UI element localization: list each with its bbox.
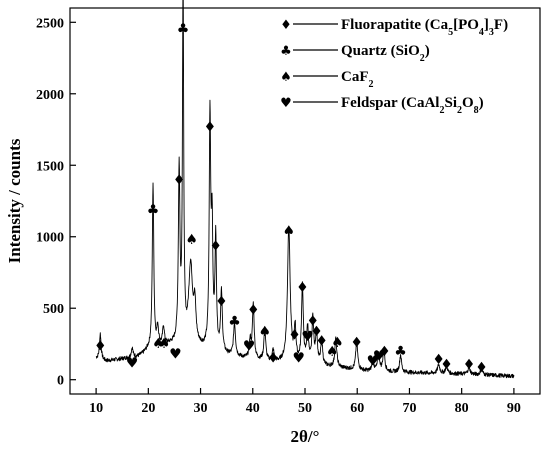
diamond-marker: ♦ — [475, 360, 488, 376]
spade-marker: ♠ — [326, 344, 339, 360]
diamond-marker: ♦ — [173, 173, 186, 189]
x-axis: 10 20 30 40 50 60 70 80 90 — [89, 388, 521, 416]
diamond-marker: ♦ — [94, 338, 107, 354]
y-tick-label: 2000 — [36, 88, 64, 103]
y-tick-label: 500 — [43, 302, 64, 317]
y-tick-label: 2500 — [36, 16, 64, 31]
diamond-marker: ♦ — [288, 328, 301, 344]
heart-marker: ♥ — [373, 348, 386, 364]
x-tick-label: 30 — [194, 401, 208, 416]
legend-label: Fluorapatite (Ca5[PO4]3F) — [341, 17, 508, 38]
diamond-marker: ♦ — [204, 120, 217, 136]
legend-item-heart: ♥ Feldspar (CaAl2Si2O8) — [280, 95, 484, 116]
legend-label: Feldspar (CaAl2Si2O8) — [341, 95, 484, 116]
club-icon: ♣ — [280, 44, 292, 59]
diffraction-curve — [95, 0, 515, 379]
diamond-marker: ♦ — [209, 238, 222, 254]
x-tick-label: 10 — [89, 401, 103, 416]
y-axis-label: Intensity / counts — [5, 138, 24, 263]
heart-marker: ♥ — [169, 346, 182, 362]
legend-item-diamond: ♦ Fluorapatite (Ca5[PO4]3F) — [280, 17, 508, 38]
heart-marker: ♥ — [243, 338, 256, 354]
diamond-marker: ♦ — [310, 324, 323, 340]
diamond-marker: ♦ — [378, 344, 391, 360]
spade-icon: ♠ — [280, 70, 292, 85]
club-marker: ♣ — [228, 314, 241, 330]
diamond-icon: ♦ — [280, 18, 292, 33]
y-tick-label: 1500 — [36, 159, 64, 174]
y-tick-label: 1000 — [36, 231, 64, 246]
diamond-marker: ♦ — [267, 351, 280, 367]
x-tick-label: 70 — [402, 401, 416, 416]
spade-marker: ♠ — [152, 336, 165, 352]
x-tick-label: 40 — [246, 401, 260, 416]
diamond-marker: ♦ — [440, 357, 453, 373]
heart-marker: ♥ — [301, 329, 314, 345]
legend-label: Quartz (SiO2) — [341, 43, 430, 64]
x-axis-label: 2θ/° — [291, 427, 320, 446]
heart-marker: ♥ — [292, 351, 305, 367]
x-tick-label: 60 — [350, 401, 364, 416]
diamond-marker: ♦ — [247, 303, 260, 319]
x-tick-label: 80 — [455, 401, 469, 416]
spade-marker: ♠ — [259, 324, 272, 340]
legend-item-spade: ♠ CaF2 — [280, 69, 373, 90]
diamond-marker: ♦ — [350, 335, 363, 351]
diamond-marker: ♦ — [215, 294, 228, 310]
diamond-marker: ♦ — [463, 357, 476, 373]
heart-marker: ♥ — [126, 356, 139, 372]
x-tick-label: 50 — [298, 401, 312, 416]
diamond-marker: ♦ — [296, 280, 309, 296]
x-tick-label: 90 — [507, 401, 521, 416]
club-marker: ♣ — [177, 22, 190, 38]
club-marker: ♣ — [394, 344, 407, 360]
club-marker: ♣ — [147, 203, 160, 219]
y-axis: 0 500 1000 1500 2000 2500 — [36, 16, 76, 389]
spade-marker: ♠ — [331, 335, 344, 351]
spade-marker: ♠ — [283, 223, 296, 239]
legend-item-club: ♣ Quartz (SiO2) — [280, 43, 430, 64]
x-tick-label: 20 — [141, 401, 155, 416]
heart-icon: ♥ — [280, 96, 292, 111]
diamond-marker: ♦ — [432, 352, 445, 368]
diamond-marker: ♦ — [307, 313, 320, 329]
spade-marker: ♠ — [185, 232, 198, 248]
legend: ♦ Fluorapatite (Ca5[PO4]3F) ♣ Quartz (SiO2)… — [280, 17, 508, 116]
diamond-marker: ♦ — [315, 333, 328, 349]
peak-markers: ♦♥♣♠♠♥♦♣♠♦♦♦♣♥♦♠♦♠♦♥♦♥♦♦♦♠♠ ♦♥♥♦ ♣ ♦♦ ♦ ♦ — [94, 22, 488, 376]
y-tick-label: 0 — [57, 374, 64, 389]
spade-marker: ♠ — [158, 336, 171, 352]
heart-marker: ♥ — [367, 353, 380, 369]
legend-label: CaF2 — [341, 69, 374, 90]
